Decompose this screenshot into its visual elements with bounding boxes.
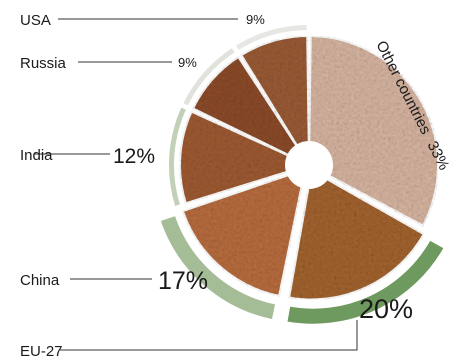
slice-russia xyxy=(191,55,312,168)
slice-eu-27 xyxy=(287,168,426,301)
outer-bands xyxy=(158,22,447,326)
slice-other-countries xyxy=(307,34,439,227)
slice-usa xyxy=(240,34,311,169)
leader-eu27 xyxy=(60,320,358,351)
slice-china xyxy=(181,167,307,298)
band-usa xyxy=(233,22,309,53)
pie-slices xyxy=(179,34,439,301)
center-hole xyxy=(285,141,333,189)
pct-india: 12% xyxy=(113,145,155,168)
pct-usa: 9% xyxy=(246,12,265,27)
band-eu-27 xyxy=(285,238,447,326)
pct-eu27: 20% xyxy=(359,294,413,324)
label-china: China xyxy=(20,272,60,289)
label-usa: USA xyxy=(20,12,51,29)
band-china xyxy=(158,213,278,322)
label-india: India xyxy=(20,147,53,164)
band-russia xyxy=(180,45,238,109)
label-eu27: EU-27 xyxy=(20,343,63,360)
slice-india xyxy=(179,110,312,205)
band-india xyxy=(167,104,189,209)
label-russia: Russia xyxy=(20,55,67,72)
pct-russia: 9% xyxy=(178,55,197,70)
leader-lines xyxy=(34,18,358,351)
pct-china: 17% xyxy=(158,267,208,295)
